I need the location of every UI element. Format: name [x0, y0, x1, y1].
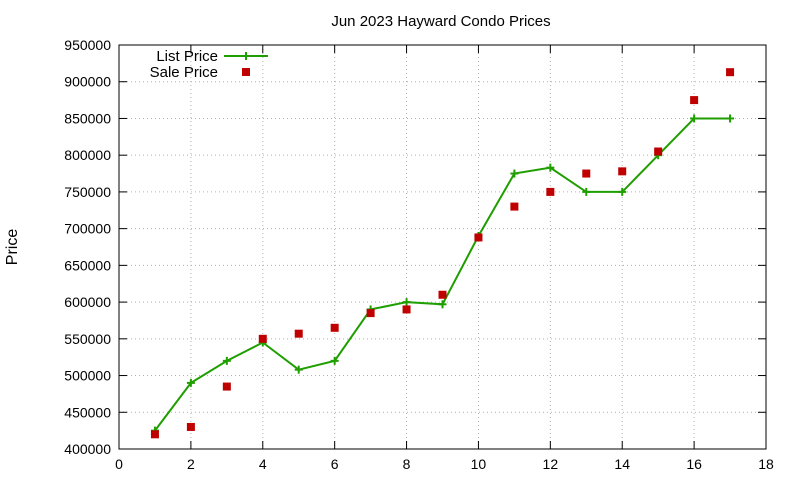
- data-point: [618, 187, 627, 196]
- data-point: [474, 233, 483, 242]
- x-tick-label: 6: [331, 456, 339, 472]
- y-tick-labels: 400000 450000 500000 550000 600000 650000 7000…: [64, 37, 111, 457]
- series-sale-price: [150, 68, 735, 439]
- data-point: [546, 163, 555, 172]
- grid: [119, 45, 766, 449]
- data-point: [366, 309, 375, 318]
- y-tick-label: 800000: [64, 147, 111, 163]
- data-point: [654, 147, 663, 156]
- data-point: [150, 430, 159, 439]
- x-tick-label: 4: [259, 456, 267, 472]
- legend-label: Sale Price: [150, 64, 218, 81]
- chart-title: Jun 2023 Hayward Condo Prices: [331, 13, 550, 30]
- y-tick-label: 750000: [64, 184, 111, 200]
- data-point: [186, 378, 195, 387]
- y-axis-label: Price: [4, 229, 21, 266]
- data-point: [726, 68, 735, 77]
- legend-marker: [242, 52, 250, 60]
- x-tick-label: 16: [686, 456, 702, 472]
- y-tick-label: 700000: [64, 221, 111, 237]
- data-point: [330, 356, 339, 365]
- x-tick-label: 14: [614, 456, 630, 472]
- x-tick-label: 18: [758, 456, 774, 472]
- data-point: [258, 334, 267, 343]
- data-point: [438, 300, 447, 309]
- series-list-price: [150, 114, 735, 435]
- x-tick-label: 0: [115, 456, 123, 472]
- data-point: [582, 187, 591, 196]
- data-point: [402, 298, 411, 307]
- y-tick-label: 600000: [64, 294, 111, 310]
- y-tick-label: 400000: [64, 441, 111, 457]
- legend-marker: [242, 68, 250, 76]
- data-point: [294, 365, 303, 374]
- x-tick-label: 10: [471, 456, 487, 472]
- data-point: [402, 305, 411, 314]
- x-tick-label: 8: [403, 456, 411, 472]
- legend-label: List Price: [156, 48, 218, 65]
- y-tick-label: 950000: [64, 37, 111, 53]
- x-tick-label: 2: [187, 456, 195, 472]
- data-point: [690, 96, 699, 105]
- x-tick-labels: 0 2 4 6 8 10 12 14 16 18: [115, 456, 774, 472]
- data-point: [546, 187, 555, 196]
- y-tick-label: 500000: [64, 368, 111, 384]
- axis-ticks: [118, 44, 767, 450]
- data-point: [510, 169, 519, 178]
- data-point: [582, 169, 591, 178]
- x-tick-label: 12: [543, 456, 559, 472]
- data-point: [510, 202, 519, 211]
- y-tick-label: 650000: [64, 257, 111, 273]
- data-point: [438, 290, 447, 299]
- y-tick-label: 450000: [64, 404, 111, 420]
- data-point: [618, 167, 627, 176]
- data-point: [186, 422, 195, 431]
- y-tick-label: 850000: [64, 110, 111, 126]
- series-line: [154, 117, 731, 432]
- data-point: [222, 356, 231, 365]
- data-point: [222, 382, 231, 391]
- data-point: [294, 329, 303, 338]
- data-point: [330, 323, 339, 332]
- series-layer: [150, 68, 735, 439]
- data-point: [690, 114, 699, 123]
- y-tick-label: 550000: [64, 331, 111, 347]
- data-point: [726, 114, 735, 123]
- y-tick-label: 900000: [64, 74, 111, 90]
- plot-border: [118, 44, 767, 450]
